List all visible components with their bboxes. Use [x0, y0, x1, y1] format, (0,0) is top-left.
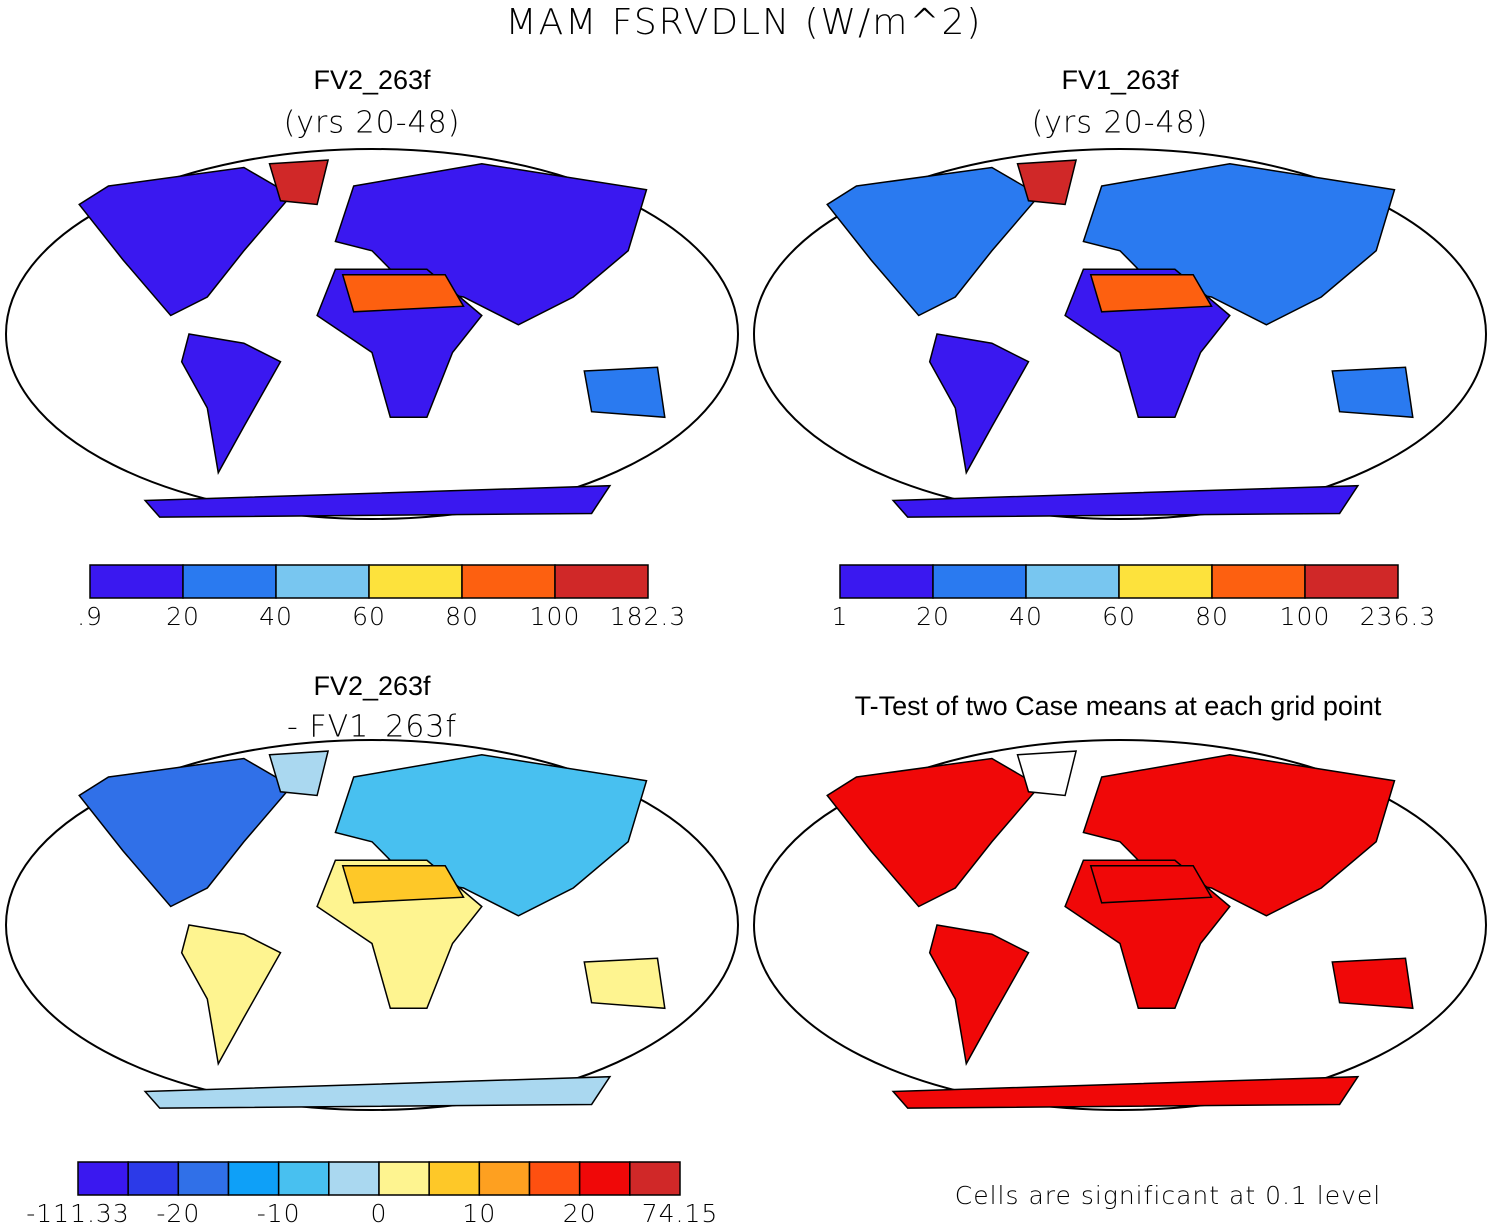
land-region — [268, 750, 330, 797]
land-region — [180, 924, 282, 1066]
colorbar-box — [1118, 564, 1213, 599]
land-region — [1089, 865, 1213, 904]
colorbar-box — [428, 1161, 481, 1196]
panel-title: T-Test of two Case means at each grid po… — [855, 691, 1382, 721]
colorbar-box — [328, 1161, 380, 1196]
colorbar-box — [1304, 564, 1399, 599]
panel-note: Cells are significant at 0.1 level — [955, 1181, 1381, 1210]
land-region — [78, 166, 293, 317]
colorbar-box — [461, 564, 556, 599]
panel-subtitle: (yrs 20-48) — [1032, 106, 1209, 141]
colorbar-label: 80 — [1195, 602, 1229, 631]
colorbar-label: 60 — [1102, 602, 1136, 631]
land-region — [268, 159, 330, 206]
colorbar-box — [89, 564, 184, 599]
figure-title: MAM FSRVDLN (W/m^2) — [506, 2, 983, 43]
colorbar-box — [1025, 564, 1120, 599]
colorbar-box — [368, 564, 463, 599]
colorbar-label: 10 — [462, 1199, 496, 1227]
colorbar-box — [578, 1161, 631, 1196]
colorbar-box — [629, 1161, 681, 1196]
colorbar-label: -111.33 — [26, 1199, 130, 1227]
panel-title: FV2_263f — [313, 671, 431, 701]
land-region — [143, 484, 612, 518]
panel-subtitle: (yrs 20-48) — [284, 106, 461, 141]
land-region — [583, 366, 666, 419]
land-region — [1089, 274, 1213, 313]
colorbar-box — [127, 1161, 180, 1196]
land-region — [1331, 957, 1414, 1010]
land-region — [891, 484, 1360, 518]
panel-title: FV1_263f — [1061, 65, 1179, 95]
land-region — [928, 333, 1030, 475]
colorbar-label: -20 — [156, 1199, 200, 1227]
colorbar-label: 74.15 — [642, 1199, 719, 1227]
colorbar-box — [554, 564, 649, 599]
colorbar-box — [1211, 564, 1306, 599]
colorbar-label: 20 — [166, 602, 200, 631]
colorbar-label: 20 — [563, 1199, 597, 1227]
land-region — [341, 865, 465, 904]
colorbar-box — [227, 1161, 280, 1196]
colorbar-box — [528, 1161, 581, 1196]
land-region — [1016, 750, 1078, 797]
land-region — [1016, 159, 1078, 206]
colorbar-label: 100 — [530, 602, 581, 631]
colorbar-box — [275, 564, 370, 599]
colorbar-box — [839, 564, 934, 599]
colorbar-label: 236.3 — [1360, 602, 1437, 631]
land-region — [891, 1075, 1360, 1109]
land-region — [928, 924, 1030, 1066]
land-region — [826, 166, 1041, 317]
colorbar-label: 80 — [445, 602, 479, 631]
colorbar-label: 100 — [1280, 602, 1331, 631]
land-region — [180, 333, 282, 475]
colorbar-box — [378, 1161, 430, 1196]
colorbar-box — [182, 564, 277, 599]
colorbar-box — [478, 1161, 531, 1196]
colorbar-box — [932, 564, 1027, 599]
colorbar-label: -10 — [257, 1199, 301, 1227]
colorbar-label: 1 — [832, 602, 849, 631]
panel-subtitle: - FV1_263f — [287, 710, 457, 745]
land-region — [583, 957, 666, 1010]
colorbar-label: 40 — [259, 602, 293, 631]
land-region — [1331, 366, 1414, 419]
colorbar-label: 0 — [371, 1199, 388, 1227]
land-region — [826, 757, 1041, 908]
colorbar-box — [77, 1161, 129, 1196]
colorbar-label: .9 — [77, 602, 103, 631]
colorbar-box — [277, 1161, 330, 1196]
colorbar-label: 20 — [916, 602, 950, 631]
land-region — [143, 1075, 612, 1109]
panel-title: FV2_263f — [313, 65, 431, 95]
colorbar-label: 60 — [352, 602, 386, 631]
land-region — [78, 757, 293, 908]
colorbar-label: 182.3 — [610, 602, 687, 631]
land-region — [341, 274, 465, 313]
colorbar-box — [177, 1161, 230, 1196]
colorbar-label: 40 — [1009, 602, 1043, 631]
